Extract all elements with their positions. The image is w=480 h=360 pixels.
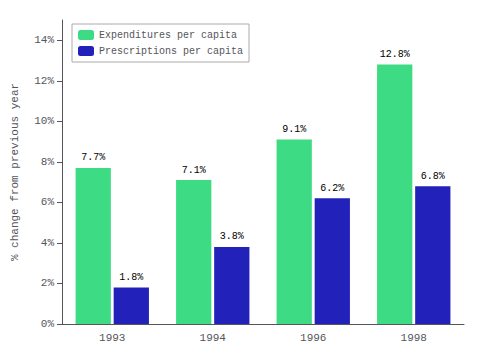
svg-text:4%: 4% [41,237,55,249]
svg-text:8%: 8% [41,156,55,168]
svg-text:2%: 2% [41,277,55,289]
svg-text:6.8%: 6.8% [421,171,445,182]
svg-text:1993: 1993 [99,332,125,344]
svg-text:% change from previous year: % change from previous year [9,83,21,261]
svg-text:1.8%: 1.8% [119,272,143,283]
svg-text:1998: 1998 [401,332,427,344]
svg-text:Expenditures per capita: Expenditures per capita [99,30,237,41]
svg-text:3.8%: 3.8% [220,231,244,242]
svg-text:6.2%: 6.2% [320,183,344,194]
svg-text:7.7%: 7.7% [81,152,105,163]
svg-text:1994: 1994 [200,332,227,344]
svg-text:12.8%: 12.8% [380,49,410,60]
svg-text:7.1%: 7.1% [182,165,206,176]
svg-text:12%: 12% [34,75,54,87]
svg-text:1996: 1996 [300,332,326,344]
svg-text:6%: 6% [41,196,55,208]
svg-text:10%: 10% [34,115,54,127]
svg-text:Prescriptions per capita: Prescriptions per capita [99,46,243,57]
svg-text:9.1%: 9.1% [282,124,306,135]
svg-text:14%: 14% [34,34,54,46]
svg-text:0%: 0% [41,318,55,330]
